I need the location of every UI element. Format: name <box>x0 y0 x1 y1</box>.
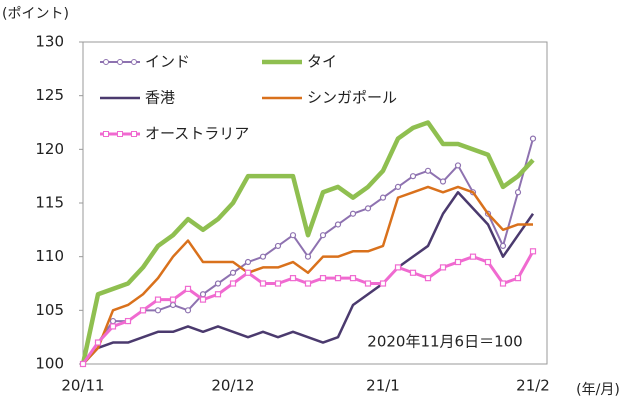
annotation: 2020年11月6日＝100 <box>367 333 522 351</box>
series-line <box>82 191 535 365</box>
point-marker <box>394 264 402 271</box>
point-marker <box>139 307 147 314</box>
point-marker <box>484 258 492 266</box>
point-marker <box>244 258 252 266</box>
point-marker <box>334 275 342 282</box>
x-tick-label: 20/12 <box>211 377 254 395</box>
y-axis-label: (ポイント) <box>2 6 69 22</box>
point-marker <box>409 173 417 180</box>
point-marker <box>229 280 237 287</box>
legend-marker <box>103 59 109 65</box>
legend-marker <box>117 59 123 65</box>
point-marker <box>289 232 297 239</box>
series-line <box>82 138 534 365</box>
x-tick-label: 21/2 <box>516 377 550 395</box>
x-axis-label: (年/月) <box>576 382 620 398</box>
point-marker <box>499 242 507 250</box>
series-line <box>80 120 535 365</box>
point-marker <box>379 194 387 201</box>
point-marker <box>184 285 192 292</box>
point-marker <box>214 280 222 287</box>
y-tick-label: 110 <box>35 247 64 265</box>
point-marker <box>124 317 132 325</box>
point-marker <box>154 307 162 314</box>
legend-marker <box>117 131 123 137</box>
point-marker <box>514 275 522 282</box>
legend-label: インド <box>145 53 190 71</box>
point-marker <box>439 178 447 185</box>
point-marker <box>289 275 297 282</box>
point-marker <box>274 280 282 287</box>
point-marker <box>454 258 462 266</box>
point-marker <box>499 280 507 287</box>
point-marker <box>364 280 372 287</box>
point-marker <box>154 296 162 303</box>
point-marker <box>409 269 417 276</box>
point-marker <box>244 269 252 276</box>
point-marker <box>304 280 312 287</box>
point-marker <box>514 189 522 196</box>
point-marker <box>349 275 357 282</box>
point-marker <box>304 253 312 260</box>
y-tick-label: 120 <box>35 140 64 158</box>
legend-label: タイ <box>307 53 337 71</box>
point-marker <box>424 167 432 174</box>
point-marker <box>529 135 537 142</box>
legend-marker <box>131 59 137 65</box>
point-marker <box>79 360 87 368</box>
point-marker <box>169 296 177 303</box>
point-marker <box>259 253 267 260</box>
point-marker <box>364 205 372 212</box>
point-marker <box>379 280 387 287</box>
point-marker <box>349 210 357 217</box>
point-marker <box>319 275 327 282</box>
point-marker <box>229 269 237 276</box>
legend-label: 香港 <box>145 89 175 107</box>
point-marker <box>274 242 282 250</box>
series-line <box>82 185 533 365</box>
x-tick-label: 21/1 <box>366 377 400 395</box>
point-marker <box>184 307 192 314</box>
y-tick-label: 125 <box>35 86 64 104</box>
legend-marker <box>103 131 109 137</box>
point-marker <box>424 275 432 282</box>
point-marker <box>214 291 222 298</box>
point-marker <box>94 339 102 346</box>
point-marker <box>529 248 537 255</box>
point-marker <box>319 232 327 239</box>
point-marker <box>169 301 177 309</box>
legend-marker <box>131 131 137 137</box>
point-marker <box>439 264 447 271</box>
y-tick-label: 115 <box>35 194 64 212</box>
point-marker <box>109 317 117 325</box>
y-tick-label: 100 <box>35 355 64 373</box>
y-tick-label: 130 <box>35 33 64 51</box>
point-marker <box>199 296 207 303</box>
y-tick-label: 105 <box>35 301 64 319</box>
point-marker <box>469 253 477 260</box>
point-marker <box>259 280 267 287</box>
legend-label: オーストラリア <box>145 125 249 143</box>
x-tick-label: 20/11 <box>61 377 104 395</box>
point-marker <box>199 291 207 298</box>
point-marker <box>109 323 117 330</box>
point-marker <box>454 162 462 169</box>
point-marker <box>394 183 402 190</box>
legend-label: シンガポール <box>307 89 397 107</box>
point-marker <box>334 221 342 228</box>
